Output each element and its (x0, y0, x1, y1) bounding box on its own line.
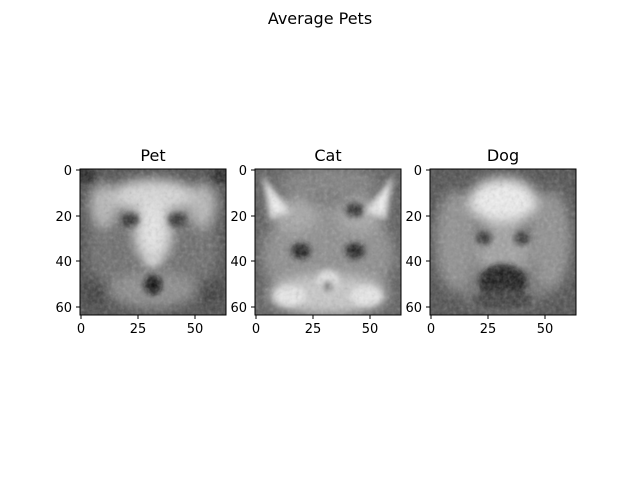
subplot-title-dog: Dog (487, 146, 519, 165)
image-dog (430, 169, 576, 315)
y-tick-label: 40 (230, 255, 247, 270)
x-tick-label: 25 (480, 322, 497, 337)
y-tick-label: 0 (414, 164, 422, 179)
y-tick-label: 0 (64, 164, 72, 179)
y-tick-label: 0 (239, 164, 247, 179)
y-tick-label: 60 (230, 301, 247, 316)
y-tick-label: 20 (230, 210, 247, 225)
x-tick-label: 50 (537, 322, 554, 337)
x-tick-label: 0 (77, 322, 85, 337)
y-tick-label: 40 (405, 255, 422, 270)
x-tick-label: 25 (305, 322, 322, 337)
x-tick-label: 0 (427, 322, 435, 337)
x-tick-label: 50 (362, 322, 379, 337)
subplot-title-cat: Cat (314, 146, 341, 165)
x-tick-label: 25 (130, 322, 147, 337)
subplot-dog: Dog (405, 146, 576, 337)
image-cat (255, 167, 401, 315)
y-tick-label: 40 (55, 255, 72, 270)
subplot-pet: Pet (55, 146, 231, 337)
y-tick-label: 20 (405, 210, 422, 225)
y-tick-label: 20 (55, 210, 72, 225)
y-tick-label: 60 (405, 301, 422, 316)
x-tick-label: 50 (187, 322, 204, 337)
subplot-cat: Cat (230, 146, 401, 337)
figure-title: Average Pets (268, 9, 372, 28)
x-tick-label: 0 (252, 322, 260, 337)
y-tick-label: 60 (55, 301, 72, 316)
subplot-title-pet: Pet (140, 146, 165, 165)
image-pet (76, 167, 231, 315)
